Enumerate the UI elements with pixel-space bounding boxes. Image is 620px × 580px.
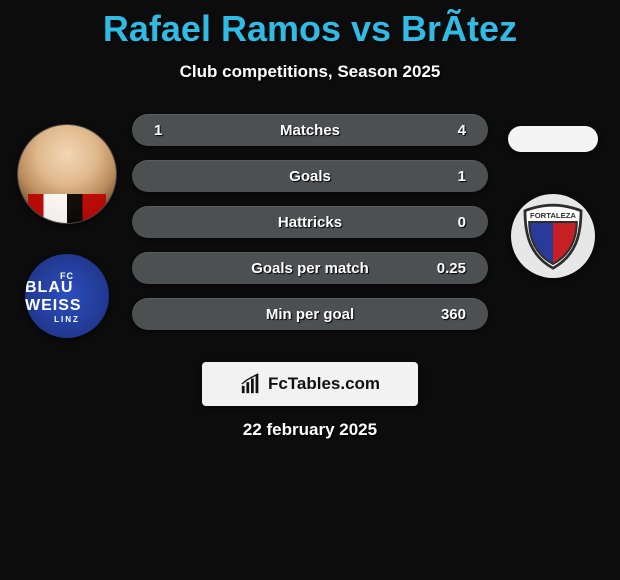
brand-box[interactable]: FcTables.com	[202, 362, 418, 406]
brand-label: FcTables.com	[268, 374, 380, 394]
stat-right-value: 0	[426, 214, 466, 231]
left-club-line2: BLAU WEISS	[25, 279, 109, 315]
stat-right-value: 0.25	[426, 260, 466, 277]
stat-row: Goals per match 0.25	[132, 252, 488, 284]
page-title: Rafael Ramos vs BrÃ­tez	[0, 8, 620, 50]
right-flag-pill	[508, 126, 598, 152]
shield-icon: FORTALEZA	[518, 201, 588, 271]
chart-icon	[240, 373, 262, 395]
stat-row: Min per goal 360	[132, 298, 488, 330]
left-player-avatar	[17, 124, 117, 224]
left-club-line3: LINZ	[54, 315, 80, 324]
left-club-badge: FC BLAU WEISS LINZ	[25, 254, 109, 338]
stat-right-value: 360	[426, 306, 466, 323]
stat-right-value: 4	[426, 122, 466, 139]
date-label: 22 february 2025	[0, 420, 620, 440]
stat-row: Hattricks 0	[132, 206, 488, 238]
left-column: FC BLAU WEISS LINZ	[8, 112, 126, 338]
stat-right-value: 1	[426, 168, 466, 185]
right-club-label: FORTALEZA	[530, 211, 576, 220]
stat-row: 1 Matches 4	[132, 114, 488, 146]
right-club-badge: FORTALEZA	[511, 194, 595, 278]
stat-row: Goals 1	[132, 160, 488, 192]
comparison-area: FC BLAU WEISS LINZ 1 Matches 4 Goals 1 H…	[0, 112, 620, 338]
right-column: FORTALEZA	[494, 112, 612, 278]
stat-left-value: 1	[154, 122, 194, 139]
subtitle: Club competitions, Season 2025	[0, 62, 620, 82]
stat-list: 1 Matches 4 Goals 1 Hattricks 0 Goals pe…	[132, 114, 488, 330]
